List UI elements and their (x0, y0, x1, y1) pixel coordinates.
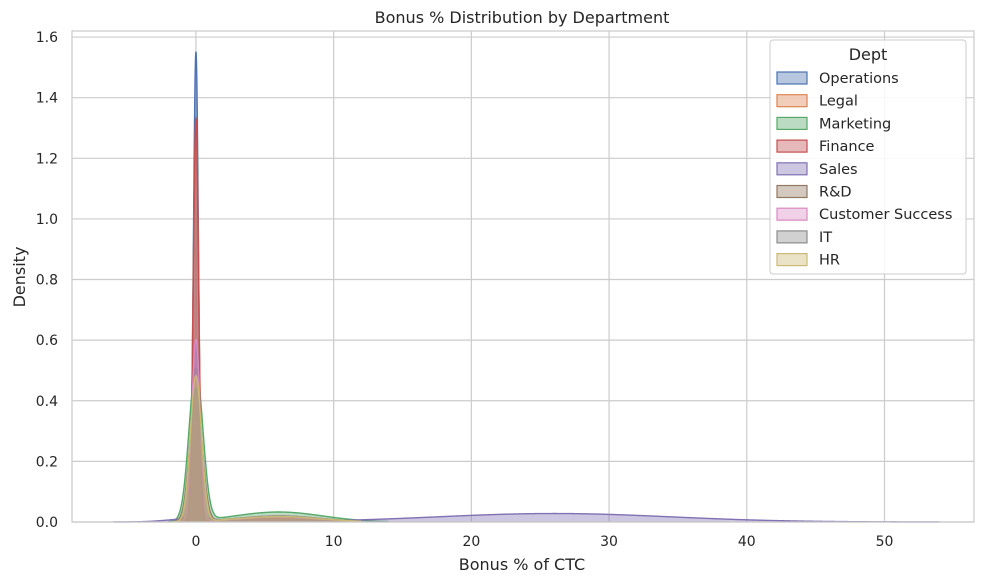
legend-swatch (776, 184, 808, 199)
density-area-hr (171, 375, 362, 522)
legend-swatch (776, 253, 808, 267)
legend-item-finance: Finance (776, 139, 875, 155)
density-series (113, 51, 940, 523)
legend-title: Dept (849, 45, 888, 64)
density-area-marketing (168, 368, 389, 522)
y-tick-label: 1.4 (36, 91, 58, 107)
y-tick-label: 1.6 (36, 30, 58, 46)
grid (72, 31, 974, 523)
density-area-r-d (171, 393, 362, 522)
legend-items: Operations Legal Marketing Finance Sales R&D C… (776, 71, 952, 269)
legend-label: Operations (819, 71, 899, 87)
density-area-operations (178, 51, 362, 523)
y-tick-label: 1.0 (36, 212, 58, 228)
density-area-sales (113, 342, 940, 522)
legend-label: Finance (819, 139, 875, 155)
y-axis-label: Density (10, 247, 29, 308)
legend-swatch (776, 230, 808, 244)
legend-item-it: IT (776, 230, 832, 246)
y-tick-label: 0.6 (36, 333, 58, 349)
legend-swatch (776, 71, 808, 85)
legend-swatch (776, 116, 808, 131)
legend-frame (769, 39, 967, 275)
x-tick-label: 30 (600, 534, 618, 550)
y-tick-label: 0.8 (36, 273, 58, 289)
density-area-it (171, 387, 362, 522)
y-tick-label: 0.0 (36, 515, 58, 531)
y-tick-label: 1.2 (36, 151, 58, 167)
x-tick-label: 50 (876, 534, 894, 550)
legend-label: Customer Success (819, 207, 952, 223)
legend-label: IT (819, 230, 832, 246)
legend-label: Marketing (819, 116, 891, 132)
legend-item-marketing: Marketing (776, 116, 891, 132)
legend: Dept Operations Legal Marketing Finance Sale… (769, 39, 967, 275)
density-line-hr (171, 375, 362, 523)
y-tick-label: 0.4 (36, 394, 58, 410)
legend-label: HR (819, 253, 840, 269)
legend-item-legal: Legal (776, 94, 858, 110)
legend-swatch (776, 94, 808, 108)
x-tick-label: 0 (191, 534, 200, 550)
legend-swatch (776, 162, 808, 176)
x-tick-label: 40 (738, 534, 756, 550)
x-tick-label: 20 (462, 534, 480, 550)
legend-item-sales: Sales (776, 162, 858, 178)
legend-swatch (776, 139, 808, 153)
legend-label: Sales (819, 162, 858, 178)
legend-item-operations: Operations (776, 71, 899, 87)
legend-label: R&D (819, 185, 852, 201)
density-area-customer-success (175, 339, 362, 522)
x-tick-label: 10 (325, 534, 343, 550)
legend-item-hr: HR (776, 253, 840, 269)
x-axis-label: Bonus % of CTC (459, 555, 585, 574)
legend-label: Legal (819, 94, 858, 110)
plot-frame (71, 30, 975, 523)
legend-item-customer-success: Customer Success (776, 207, 952, 223)
y-tick-label: 0.2 (36, 454, 58, 470)
chart-title: Bonus % Distribution by Department (375, 8, 670, 27)
legend-item-r-d: R&D (776, 184, 852, 201)
tick-labels: 0 10 20 30 40 50 0.0 0.2 0.4 0.6 0.8 1.0 1.2 1.4 1.6 (36, 30, 894, 550)
legend-swatch (776, 207, 808, 221)
